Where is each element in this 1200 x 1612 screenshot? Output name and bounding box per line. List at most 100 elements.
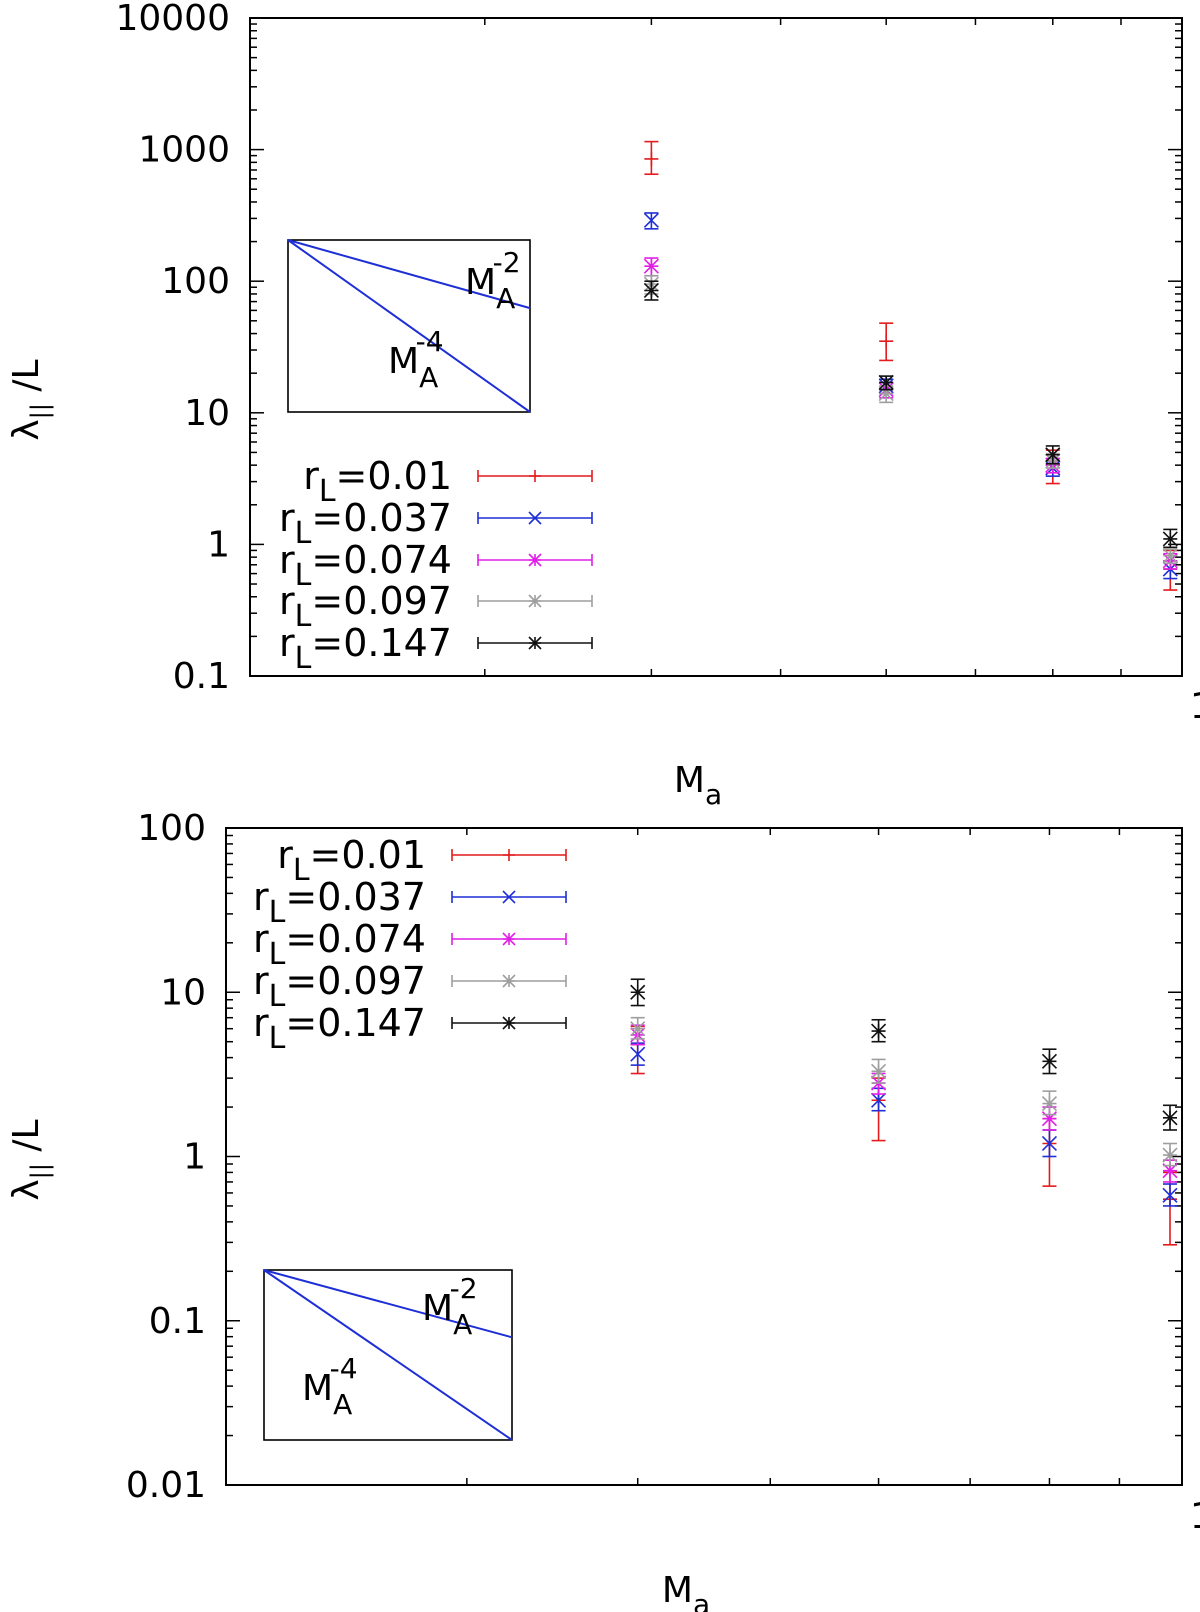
inset-frame: [263, 1269, 513, 1441]
y-tick-label: 0.1: [173, 656, 230, 697]
legend-label: rL=0.01: [303, 454, 452, 509]
legend-marker: [502, 932, 516, 946]
legend-label-value: =0.01: [310, 833, 426, 877]
legend-sample: [477, 511, 593, 525]
series-1: [630, 1025, 1177, 1246]
legend-label: rL=0.037: [253, 875, 426, 930]
slope-label-sub: A: [419, 361, 438, 394]
series-1: [644, 140, 1178, 591]
y-tick-label: 1: [207, 524, 230, 565]
legend-label-sub: L: [295, 641, 312, 676]
data-point: [1162, 1147, 1178, 1163]
x-tick-label: 1: [1190, 1496, 1200, 1537]
x-axis-label-main: M: [674, 760, 705, 801]
x-axis-ticks: [484, 18, 1122, 676]
data-point: [1041, 1053, 1058, 1069]
legend-sample: [451, 849, 567, 861]
legend-sample: [451, 974, 567, 988]
chart-panel-1: 0.11101001000100001Maλ|| /LrL=0.01rL=0.0…: [6, 0, 1200, 811]
legend-marker: [528, 594, 542, 608]
series-3: [643, 257, 1178, 570]
legend-label: rL=0.147: [253, 1001, 426, 1056]
legend-label-sub: L: [295, 599, 312, 634]
data-point: [1162, 1187, 1178, 1203]
slope-label-sup: -2: [450, 1272, 478, 1305]
slope-line-minus2: [263, 1269, 513, 1339]
series-2: [643, 212, 1178, 580]
legend-sample: [451, 1016, 567, 1030]
legend-label-value: =0.097: [285, 959, 426, 1003]
chart-panel-2: 0.010.11101001Maλ|| /LrL=0.01rL=0.037rL=…: [6, 808, 1200, 1612]
data-point: [643, 282, 659, 299]
y-axis-label-main: λ: [6, 1179, 47, 1200]
data-point: [871, 1092, 887, 1108]
slope-label-main: M: [422, 1288, 453, 1329]
y-tick-label: 1000: [138, 130, 230, 171]
y-axis-label-rest: /L: [6, 359, 47, 403]
y-axis-label-main: λ: [6, 419, 47, 440]
y-axis-label: λ|| /L: [6, 359, 54, 440]
legend-label-prefix: r: [279, 496, 295, 540]
slope-label-minus2: MA-2: [422, 1272, 478, 1341]
y-tick-label: 10: [160, 972, 206, 1013]
data-point: [1162, 531, 1178, 547]
legend-label-sub: L: [269, 937, 286, 972]
x-axis-label-sub: a: [693, 1588, 710, 1612]
legend-marker: [503, 849, 515, 861]
legend-marker: [502, 890, 516, 904]
series-3: [630, 1024, 1178, 1183]
slope-label-sub: A: [453, 1308, 472, 1341]
x-axis-label: Ma: [674, 760, 722, 811]
y-tick-label: 10: [184, 393, 230, 434]
data-point: [871, 1063, 887, 1079]
legend-label: rL=0.147: [279, 621, 452, 676]
slope-label-minus2: MA-2: [465, 246, 521, 315]
slope-label-sub: A: [496, 282, 515, 315]
slope-line-minus4: [263, 1269, 513, 1441]
data-point: [1041, 1096, 1058, 1112]
y-tick-label: 0.1: [149, 1301, 206, 1342]
data-point: [878, 374, 894, 391]
series-4: [630, 1016, 1178, 1167]
legend-label: rL=0.097: [279, 579, 452, 634]
legend-label-value: =0.037: [311, 496, 452, 540]
data-point: [630, 984, 646, 1000]
slope-inset: MA-2MA -4: [263, 1269, 513, 1441]
legend-label-value: =0.074: [311, 538, 452, 582]
legend-label-value: =0.097: [311, 579, 452, 623]
legend-label-prefix: r: [279, 621, 295, 665]
y-axis-ticks: [226, 827, 1182, 1486]
legend-marker: [528, 511, 542, 525]
data-point: [643, 258, 659, 274]
legend-label-prefix: r: [253, 1001, 269, 1045]
data-point: [878, 386, 894, 402]
legend-label: rL=0.097: [253, 959, 426, 1014]
legend-label-sub: L: [269, 895, 286, 930]
legend-label-sub: L: [269, 1021, 286, 1056]
legend-label-prefix: r: [253, 875, 269, 919]
slope-label-sup: -4: [330, 1352, 358, 1385]
x-axis-label: Ma: [662, 1570, 710, 1612]
data-point: [1162, 548, 1178, 564]
legend-marker: [528, 636, 542, 650]
data-point: [1162, 1110, 1178, 1126]
legend-label-prefix: r: [277, 833, 293, 877]
legend-label: rL=0.037: [279, 496, 452, 551]
legend-label-prefix: r: [279, 579, 295, 623]
y-axis-ticks: [250, 17, 1182, 677]
y-tick-label: 1: [183, 1137, 206, 1178]
series-5: [643, 280, 1178, 549]
data-point: [630, 1046, 646, 1062]
legend-label-sub: L: [269, 979, 286, 1014]
legend-sample: [477, 553, 593, 567]
legend-label-value: =0.037: [285, 875, 426, 919]
slope-inset: MA-2MA-4: [287, 239, 531, 413]
plot-frame: [249, 17, 1183, 677]
data-point: [1041, 1135, 1058, 1152]
data-point: [879, 334, 894, 349]
slope-line-minus2: [287, 239, 531, 310]
y-axis-label: λ|| /L: [6, 1119, 54, 1200]
data-point: [643, 212, 659, 228]
